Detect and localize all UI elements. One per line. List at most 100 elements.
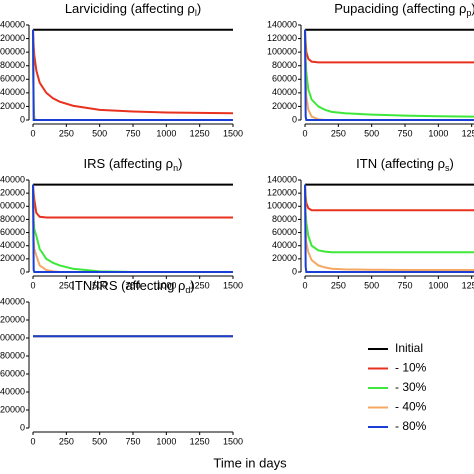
legend-label: Initial <box>395 341 423 355</box>
title-text: Larviciding (affecting ρ <box>65 1 195 16</box>
y-tick-label: 120000 <box>267 188 297 198</box>
series-line <box>304 184 474 212</box>
x-axis-label: Time in days <box>213 455 287 470</box>
y-tick-label: 100000 <box>267 201 297 211</box>
y-tick-label: 80000 <box>0 350 25 360</box>
y-tick-label: 20000 <box>0 253 25 263</box>
x-tick-label: 500 <box>92 280 107 290</box>
x-tick-label: 0 <box>30 280 35 290</box>
legend-label: - 10% <box>395 361 427 375</box>
x-tick-label: 0 <box>30 436 35 446</box>
x-tick-label: 1000 <box>428 280 448 290</box>
y-tick-label: 20000 <box>272 253 297 263</box>
title-end: ) <box>190 278 194 293</box>
title-subscript: n <box>173 163 178 173</box>
series-line <box>304 184 474 273</box>
title-text: ITN/IRS (affecting ρ <box>71 278 185 293</box>
x-tick-label: 750 <box>125 436 140 446</box>
series-line <box>32 184 233 273</box>
y-tick-label: 20000 <box>0 101 25 111</box>
title-end: ) <box>449 156 453 171</box>
y-tick-label: 0 <box>292 114 297 124</box>
title-end: ) <box>197 1 201 16</box>
x-tick-label: 1250 <box>190 436 210 446</box>
series-line <box>32 184 233 273</box>
legend-label: - 80% <box>395 419 427 433</box>
x-tick-label: 500 <box>92 128 107 138</box>
series-line <box>304 29 474 64</box>
title-text: ITN (affecting ρ <box>356 156 445 171</box>
legend-label: - 30% <box>395 380 427 394</box>
y-tick-label: 100000 <box>267 47 297 57</box>
y-tick-label: 0 <box>20 266 25 276</box>
y-tick-label: 80000 <box>0 60 25 70</box>
x-tick-label: 1250 <box>190 128 210 138</box>
x-tick-label: 1500 <box>223 128 243 138</box>
title-end: ) <box>178 156 182 171</box>
x-tick-label: 500 <box>364 128 379 138</box>
y-tick-label: 120000 <box>0 188 25 198</box>
series-line <box>32 184 233 273</box>
y-tick-label: 0 <box>20 422 25 432</box>
title-end: ) <box>471 1 474 16</box>
panel-title: Pupaciding (affecting ρp) <box>334 1 474 18</box>
y-tick-label: 20000 <box>0 404 25 414</box>
legend-label: - 40% <box>395 400 427 414</box>
y-tick-label: 60000 <box>0 74 25 84</box>
y-tick-label: 80000 <box>272 214 297 224</box>
x-tick-label: 750 <box>125 128 140 138</box>
series-line <box>304 184 474 272</box>
x-tick-label: 750 <box>397 280 412 290</box>
x-tick-label: 1000 <box>156 128 176 138</box>
y-tick-label: 100000 <box>0 201 25 211</box>
title-subscript: s <box>445 163 450 173</box>
y-tick-label: 0 <box>20 114 25 124</box>
y-tick-label: 60000 <box>0 368 25 378</box>
panel-title: ITN/IRS (affecting ρd) <box>71 278 194 295</box>
panel-title: ITN (affecting ρs) <box>356 156 454 173</box>
y-tick-label: 60000 <box>0 227 25 237</box>
title-text: IRS (affecting ρ <box>84 156 174 171</box>
y-tick-label: 140000 <box>0 296 25 306</box>
series-line <box>32 184 233 219</box>
y-tick-label: 100000 <box>0 47 25 57</box>
series-line <box>304 29 474 121</box>
x-tick-label: 1000 <box>156 436 176 446</box>
y-tick-label: 40000 <box>0 240 25 250</box>
y-tick-label: 100000 <box>0 332 25 342</box>
x-tick-label: 250 <box>59 280 74 290</box>
series-line <box>304 184 474 254</box>
x-tick-label: 250 <box>331 128 346 138</box>
y-tick-label: 120000 <box>0 314 25 324</box>
y-tick-label: 40000 <box>0 386 25 396</box>
x-tick-label: 0 <box>302 128 307 138</box>
series-line <box>32 29 233 121</box>
panel-title: Larviciding (affecting ρl) <box>65 1 201 18</box>
x-tick-label: 1500 <box>223 436 243 446</box>
x-tick-label: 250 <box>59 436 74 446</box>
y-tick-label: 40000 <box>0 87 25 97</box>
y-tick-label: 140000 <box>267 19 297 29</box>
x-tick-label: 1250 <box>462 280 474 290</box>
series-line <box>32 29 233 121</box>
x-tick-label: 250 <box>59 128 74 138</box>
y-tick-label: 120000 <box>0 33 25 43</box>
title-subscript: l <box>195 8 197 18</box>
x-tick-label: 0 <box>30 128 35 138</box>
x-tick-label: 750 <box>397 128 412 138</box>
series-line <box>304 29 474 121</box>
y-tick-label: 140000 <box>0 174 25 184</box>
y-tick-label: 60000 <box>272 227 297 237</box>
x-tick-label: 250 <box>331 280 346 290</box>
panel-title: IRS (affecting ρn) <box>84 156 183 173</box>
x-tick-label: 1000 <box>428 128 448 138</box>
x-tick-label: 1000 <box>156 280 176 290</box>
series-line <box>304 29 474 118</box>
y-tick-label: 40000 <box>272 240 297 250</box>
title-text: Pupaciding (affecting ρ <box>334 1 466 16</box>
y-tick-label: 0 <box>292 266 297 276</box>
series-line <box>32 29 233 121</box>
y-tick-label: 60000 <box>272 74 297 84</box>
